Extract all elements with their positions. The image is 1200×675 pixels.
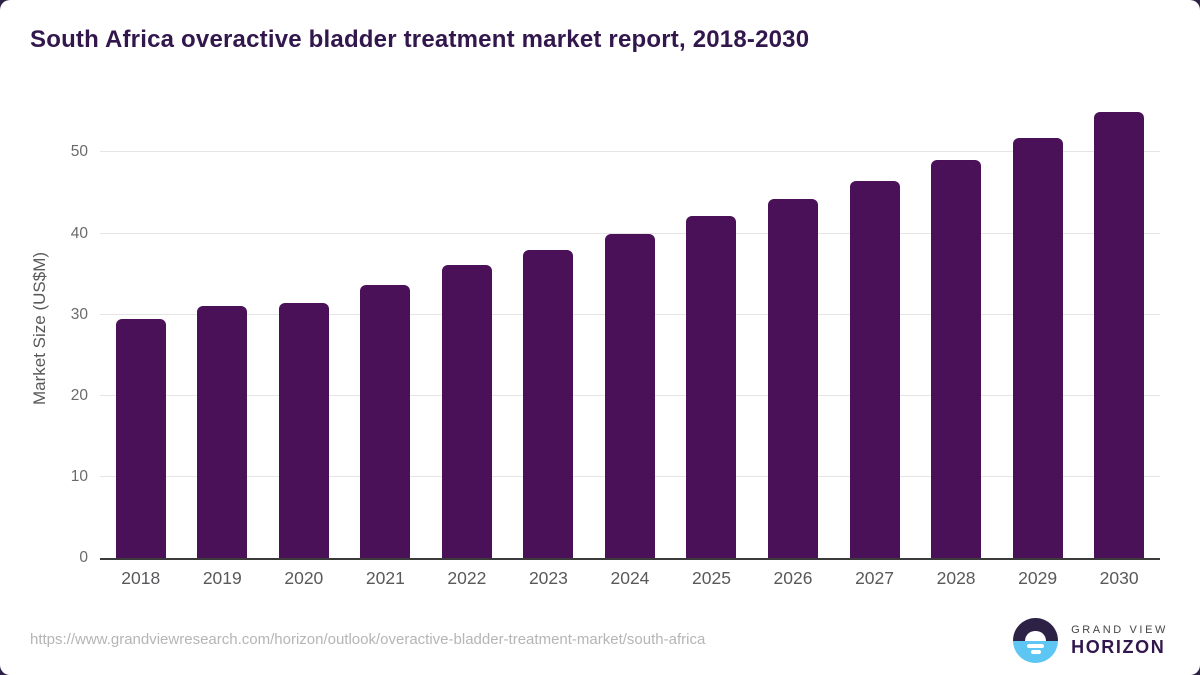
logo-brand-top: GRAND VIEW [1071, 623, 1168, 636]
bar-2027 [849, 180, 900, 558]
gridline-40 [100, 232, 1160, 234]
logo-reflection-line [1030, 650, 1041, 654]
bar-slot-2018 [100, 318, 182, 558]
bar-2021 [360, 284, 411, 558]
x-label-2018: 2018 [121, 568, 161, 588]
bar-2022 [441, 265, 492, 558]
logo-reflection-line [1027, 644, 1045, 648]
bar-2030 [1094, 111, 1145, 558]
x-label-2025: 2025 [692, 568, 731, 588]
bar-slot-2027 [834, 180, 916, 558]
bar-slot-2020 [263, 303, 345, 558]
bar-slot-2022 [426, 265, 508, 558]
bar-slot-2025 [671, 216, 753, 558]
x-label-2020: 2020 [284, 568, 324, 588]
bar-slot-2023 [508, 249, 590, 558]
bar-2029 [1012, 137, 1063, 558]
bar-2019 [197, 305, 248, 558]
bar-slot-2029 [997, 137, 1079, 558]
bar-2025 [686, 216, 737, 558]
plot-area: 0 10 20 30 40 50 [71, 98, 1160, 566]
logo-brand-bottom: HORIZON [1071, 636, 1166, 657]
x-labels-row: 2018 2019 2020 2021 2022 2023 2024 2025 2026 2027… [100, 568, 1160, 589]
sunrise-horizon-icon [1013, 618, 1059, 663]
y-tick-20: 20 [70, 386, 88, 404]
bar-2026 [768, 199, 819, 558]
x-label-2023: 2023 [528, 568, 568, 588]
bar-slot-2028 [915, 159, 997, 558]
y-tick-50: 50 [70, 143, 88, 161]
bar-2020 [278, 303, 329, 558]
y-tick-10: 10 [70, 467, 88, 485]
bars-row [100, 98, 1160, 558]
bar-slot-2019 [182, 305, 264, 558]
x-label-2024: 2024 [610, 568, 650, 588]
logo-sun [1025, 630, 1047, 641]
y-tick-40: 40 [70, 224, 88, 242]
x-label-2022: 2022 [447, 568, 487, 588]
y-tick-0: 0 [79, 549, 88, 566]
bar-2028 [931, 159, 982, 558]
x-label-2030: 2030 [1099, 568, 1139, 588]
source-url: https://www.grandviewresearch.com/horizo… [30, 631, 706, 648]
x-label-2028: 2028 [936, 568, 976, 588]
x-label-2019: 2019 [202, 568, 242, 588]
bar-2018 [115, 318, 166, 558]
bar-slot-2030 [1078, 111, 1160, 558]
logo-text: GRAND VIEW HORIZON [1071, 624, 1168, 658]
gridline-50 [100, 151, 1160, 153]
x-label-2029: 2029 [1018, 568, 1058, 588]
y-axis-title: Market Size (US$M) [30, 251, 49, 405]
page-title: South Africa overactive bladder treatmen… [30, 26, 810, 53]
y-tick-30: 30 [70, 305, 88, 323]
bar-slot-2021 [345, 284, 427, 558]
bar-2023 [523, 249, 574, 558]
x-label-2027: 2027 [855, 568, 895, 588]
x-label-2026: 2026 [773, 568, 813, 588]
logo-sky-half [1013, 618, 1059, 641]
bar-2024 [604, 233, 655, 558]
x-label-2021: 2021 [365, 568, 405, 588]
bar-slot-2024 [589, 233, 671, 558]
grandview-horizon-logo: GRAND VIEW HORIZON [1013, 618, 1168, 663]
bar-slot-2026 [752, 199, 834, 558]
